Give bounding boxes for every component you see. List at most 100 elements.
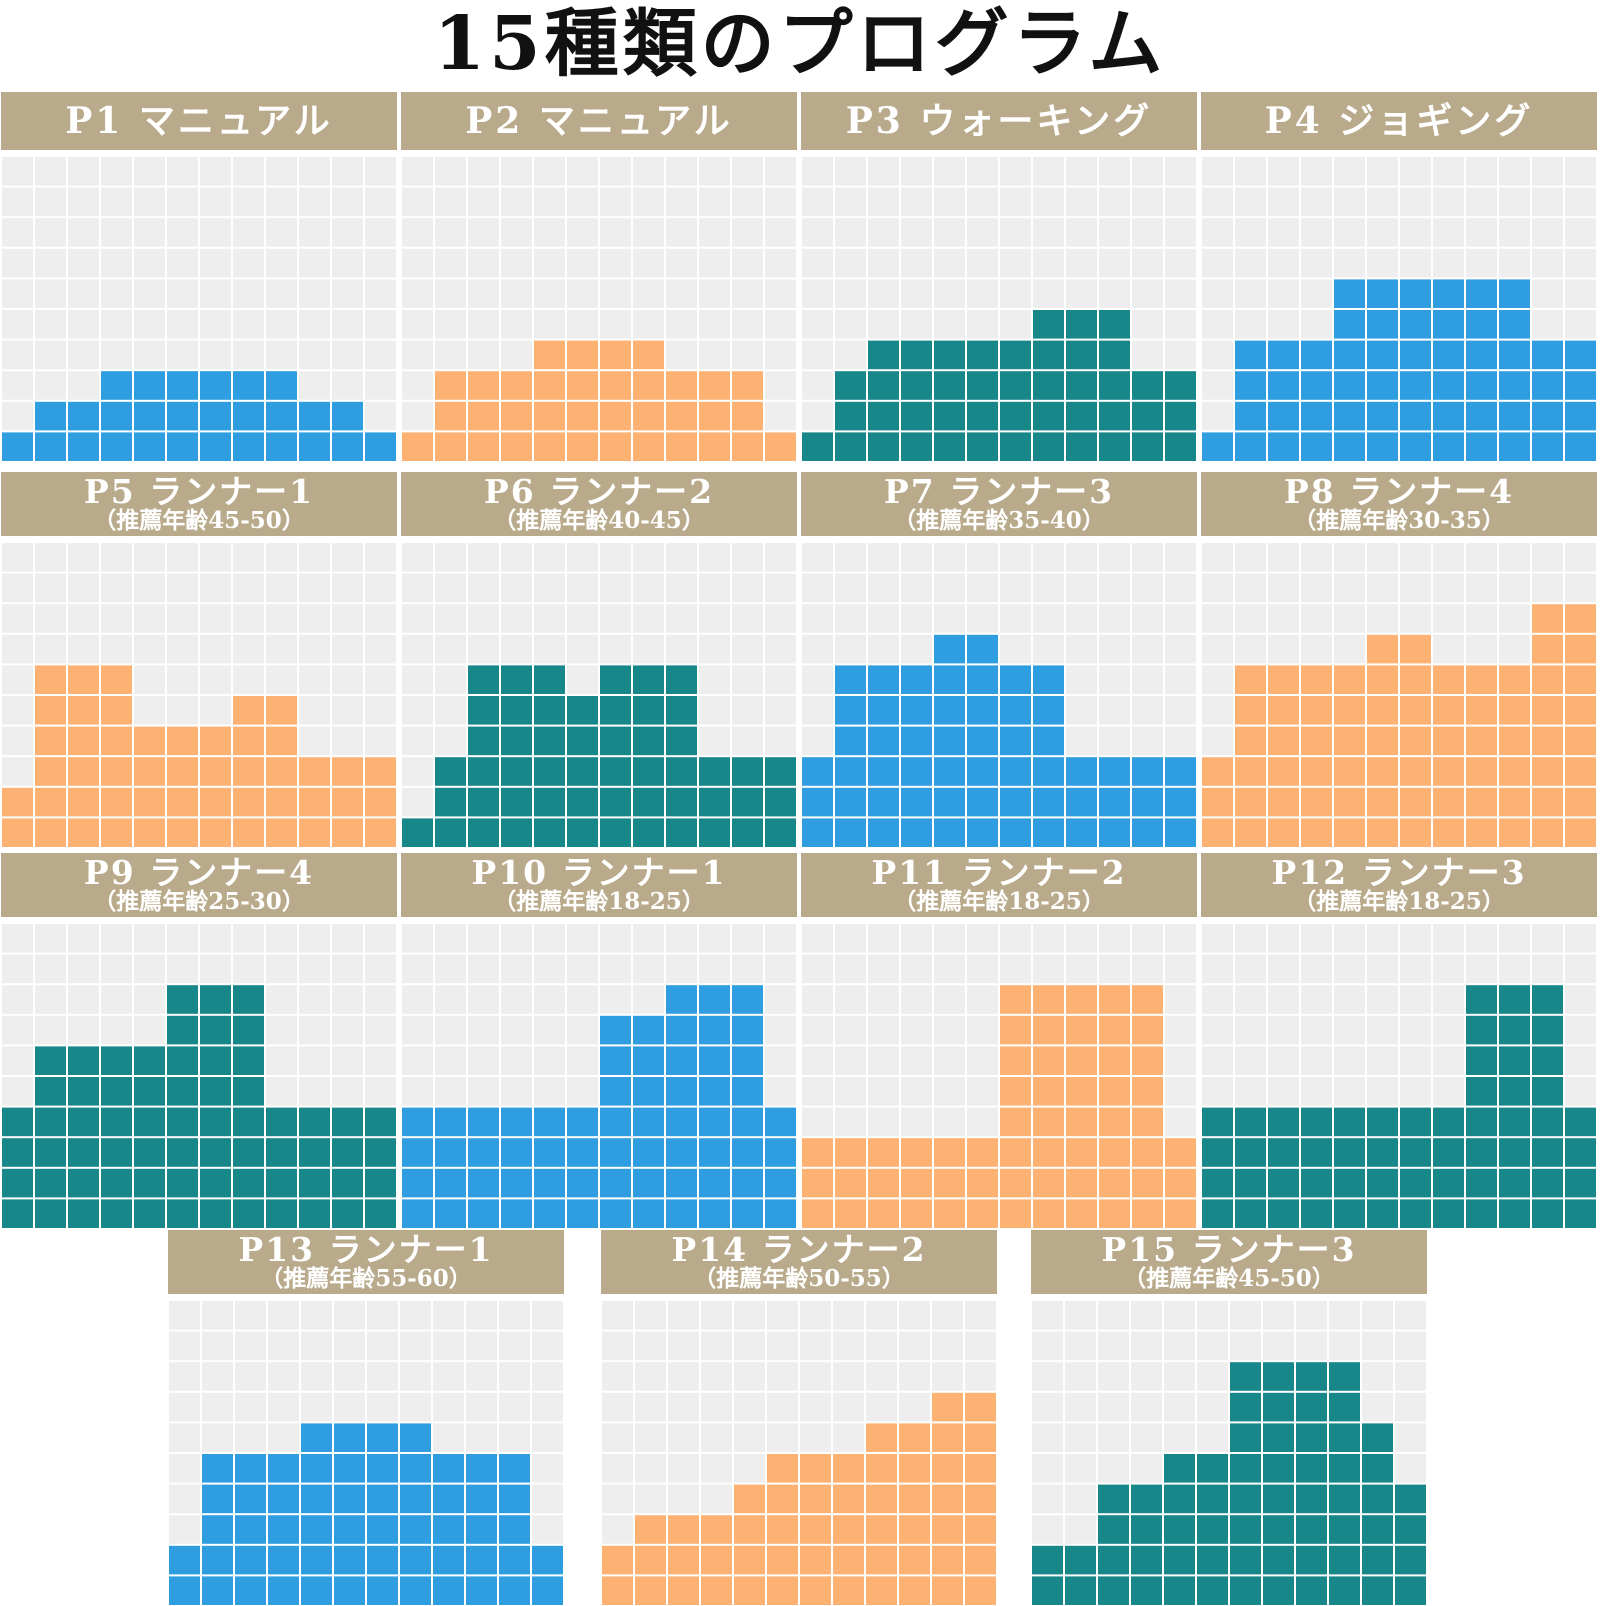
bar-cell [1296, 1423, 1327, 1452]
bar-cell [299, 1199, 330, 1228]
empty-cell [266, 604, 297, 633]
bar-cell [800, 1576, 831, 1605]
empty-cell [1268, 985, 1299, 1014]
empty-cell [734, 1301, 765, 1330]
bar-cell [1235, 726, 1266, 756]
empty-cell [868, 157, 899, 186]
bar-cell [1400, 665, 1431, 694]
empty-cell [1000, 248, 1031, 278]
bar-cell [334, 1423, 365, 1452]
empty-cell [732, 696, 763, 725]
bar-cell [1099, 1199, 1130, 1228]
empty-cell [365, 665, 396, 694]
empty-cell [668, 1362, 699, 1391]
bar-cell [365, 1199, 396, 1228]
bar-cell [435, 757, 466, 786]
empty-cell [101, 954, 132, 984]
bar-cell [266, 818, 297, 847]
empty-cell [266, 634, 297, 664]
empty-cell [233, 218, 264, 247]
empty-cell [1235, 543, 1266, 572]
bar-cell [1165, 1168, 1196, 1198]
bar-cell [367, 1545, 398, 1575]
bar-cell [1499, 1199, 1530, 1228]
empty-cell [402, 665, 433, 694]
bar-cell [200, 401, 231, 431]
empty-cell [1235, 954, 1266, 984]
empty-cell [1165, 634, 1196, 664]
empty-cell [668, 1484, 699, 1514]
bar-cell [1466, 1107, 1497, 1137]
bar-cell [868, 1138, 899, 1167]
empty-cell [35, 279, 66, 308]
bar-cell [600, 1199, 631, 1228]
bar-cell [666, 726, 697, 756]
empty-cell [1565, 954, 1596, 984]
empty-cell [666, 924, 697, 953]
bar-cell [1268, 1168, 1299, 1198]
empty-cell [1532, 218, 1563, 247]
empty-cell [200, 279, 231, 308]
bar-cell [567, 371, 598, 400]
bar-cell [901, 371, 932, 400]
empty-cell [235, 1423, 266, 1452]
bar-cell [299, 432, 330, 461]
empty-cell [1066, 634, 1097, 664]
bar-cell [1334, 1199, 1365, 1228]
bar-cell [134, 757, 165, 786]
bar-cell [1000, 726, 1031, 756]
empty-cell [600, 543, 631, 572]
bar-cell [835, 1168, 866, 1198]
empty-cell [266, 1077, 297, 1106]
empty-cell [402, 248, 433, 278]
bar-cell [1499, 1046, 1530, 1075]
bar-cell [334, 1545, 365, 1575]
empty-cell [433, 1423, 464, 1452]
empty-cell [802, 604, 833, 633]
bar-cell [1466, 818, 1497, 847]
bar-cell [868, 818, 899, 847]
empty-cell [1235, 573, 1266, 603]
empty-cell [868, 187, 899, 217]
bar-cell [1433, 279, 1464, 308]
bar-cell [1033, 1015, 1064, 1045]
empty-cell [1301, 954, 1332, 984]
bar-cell [35, 432, 66, 461]
empty-cell [402, 543, 433, 572]
bar-cell [468, 787, 499, 817]
empty-cell [932, 1362, 963, 1391]
bar-cell [1433, 787, 1464, 817]
empty-cell [1131, 1392, 1162, 1422]
empty-cell [2, 1046, 33, 1075]
empty-cell [833, 1331, 864, 1361]
empty-cell [169, 1301, 200, 1330]
bar-cell [299, 1107, 330, 1137]
empty-cell [732, 726, 763, 756]
empty-cell [765, 1015, 796, 1045]
empty-cell [301, 1331, 332, 1361]
empty-cell [901, 157, 932, 186]
bar-cell [1400, 1168, 1431, 1198]
bar-cell [1131, 1484, 1162, 1514]
empty-cell [765, 1046, 796, 1075]
empty-cell [699, 924, 730, 953]
empty-cell [532, 1331, 563, 1361]
bar-cell [1132, 1199, 1163, 1228]
bar-cell [701, 1576, 732, 1605]
bar-cell [633, 1199, 664, 1228]
program-name: P12 ランナー3 [1271, 853, 1527, 892]
bar-cell [1433, 1107, 1464, 1137]
empty-cell [169, 1331, 200, 1361]
program-name: P6 ランナー2 [483, 472, 715, 511]
empty-cell [402, 218, 433, 247]
bar-cell [1165, 818, 1196, 847]
empty-cell [602, 1392, 633, 1422]
bar-cell [1235, 1107, 1266, 1137]
empty-cell [1301, 279, 1332, 308]
bar-cell [499, 1576, 530, 1605]
bar-cell [365, 1107, 396, 1137]
bar-cell [699, 985, 730, 1014]
empty-cell [932, 1331, 963, 1361]
empty-cell [1164, 1423, 1195, 1452]
empty-cell [468, 157, 499, 186]
